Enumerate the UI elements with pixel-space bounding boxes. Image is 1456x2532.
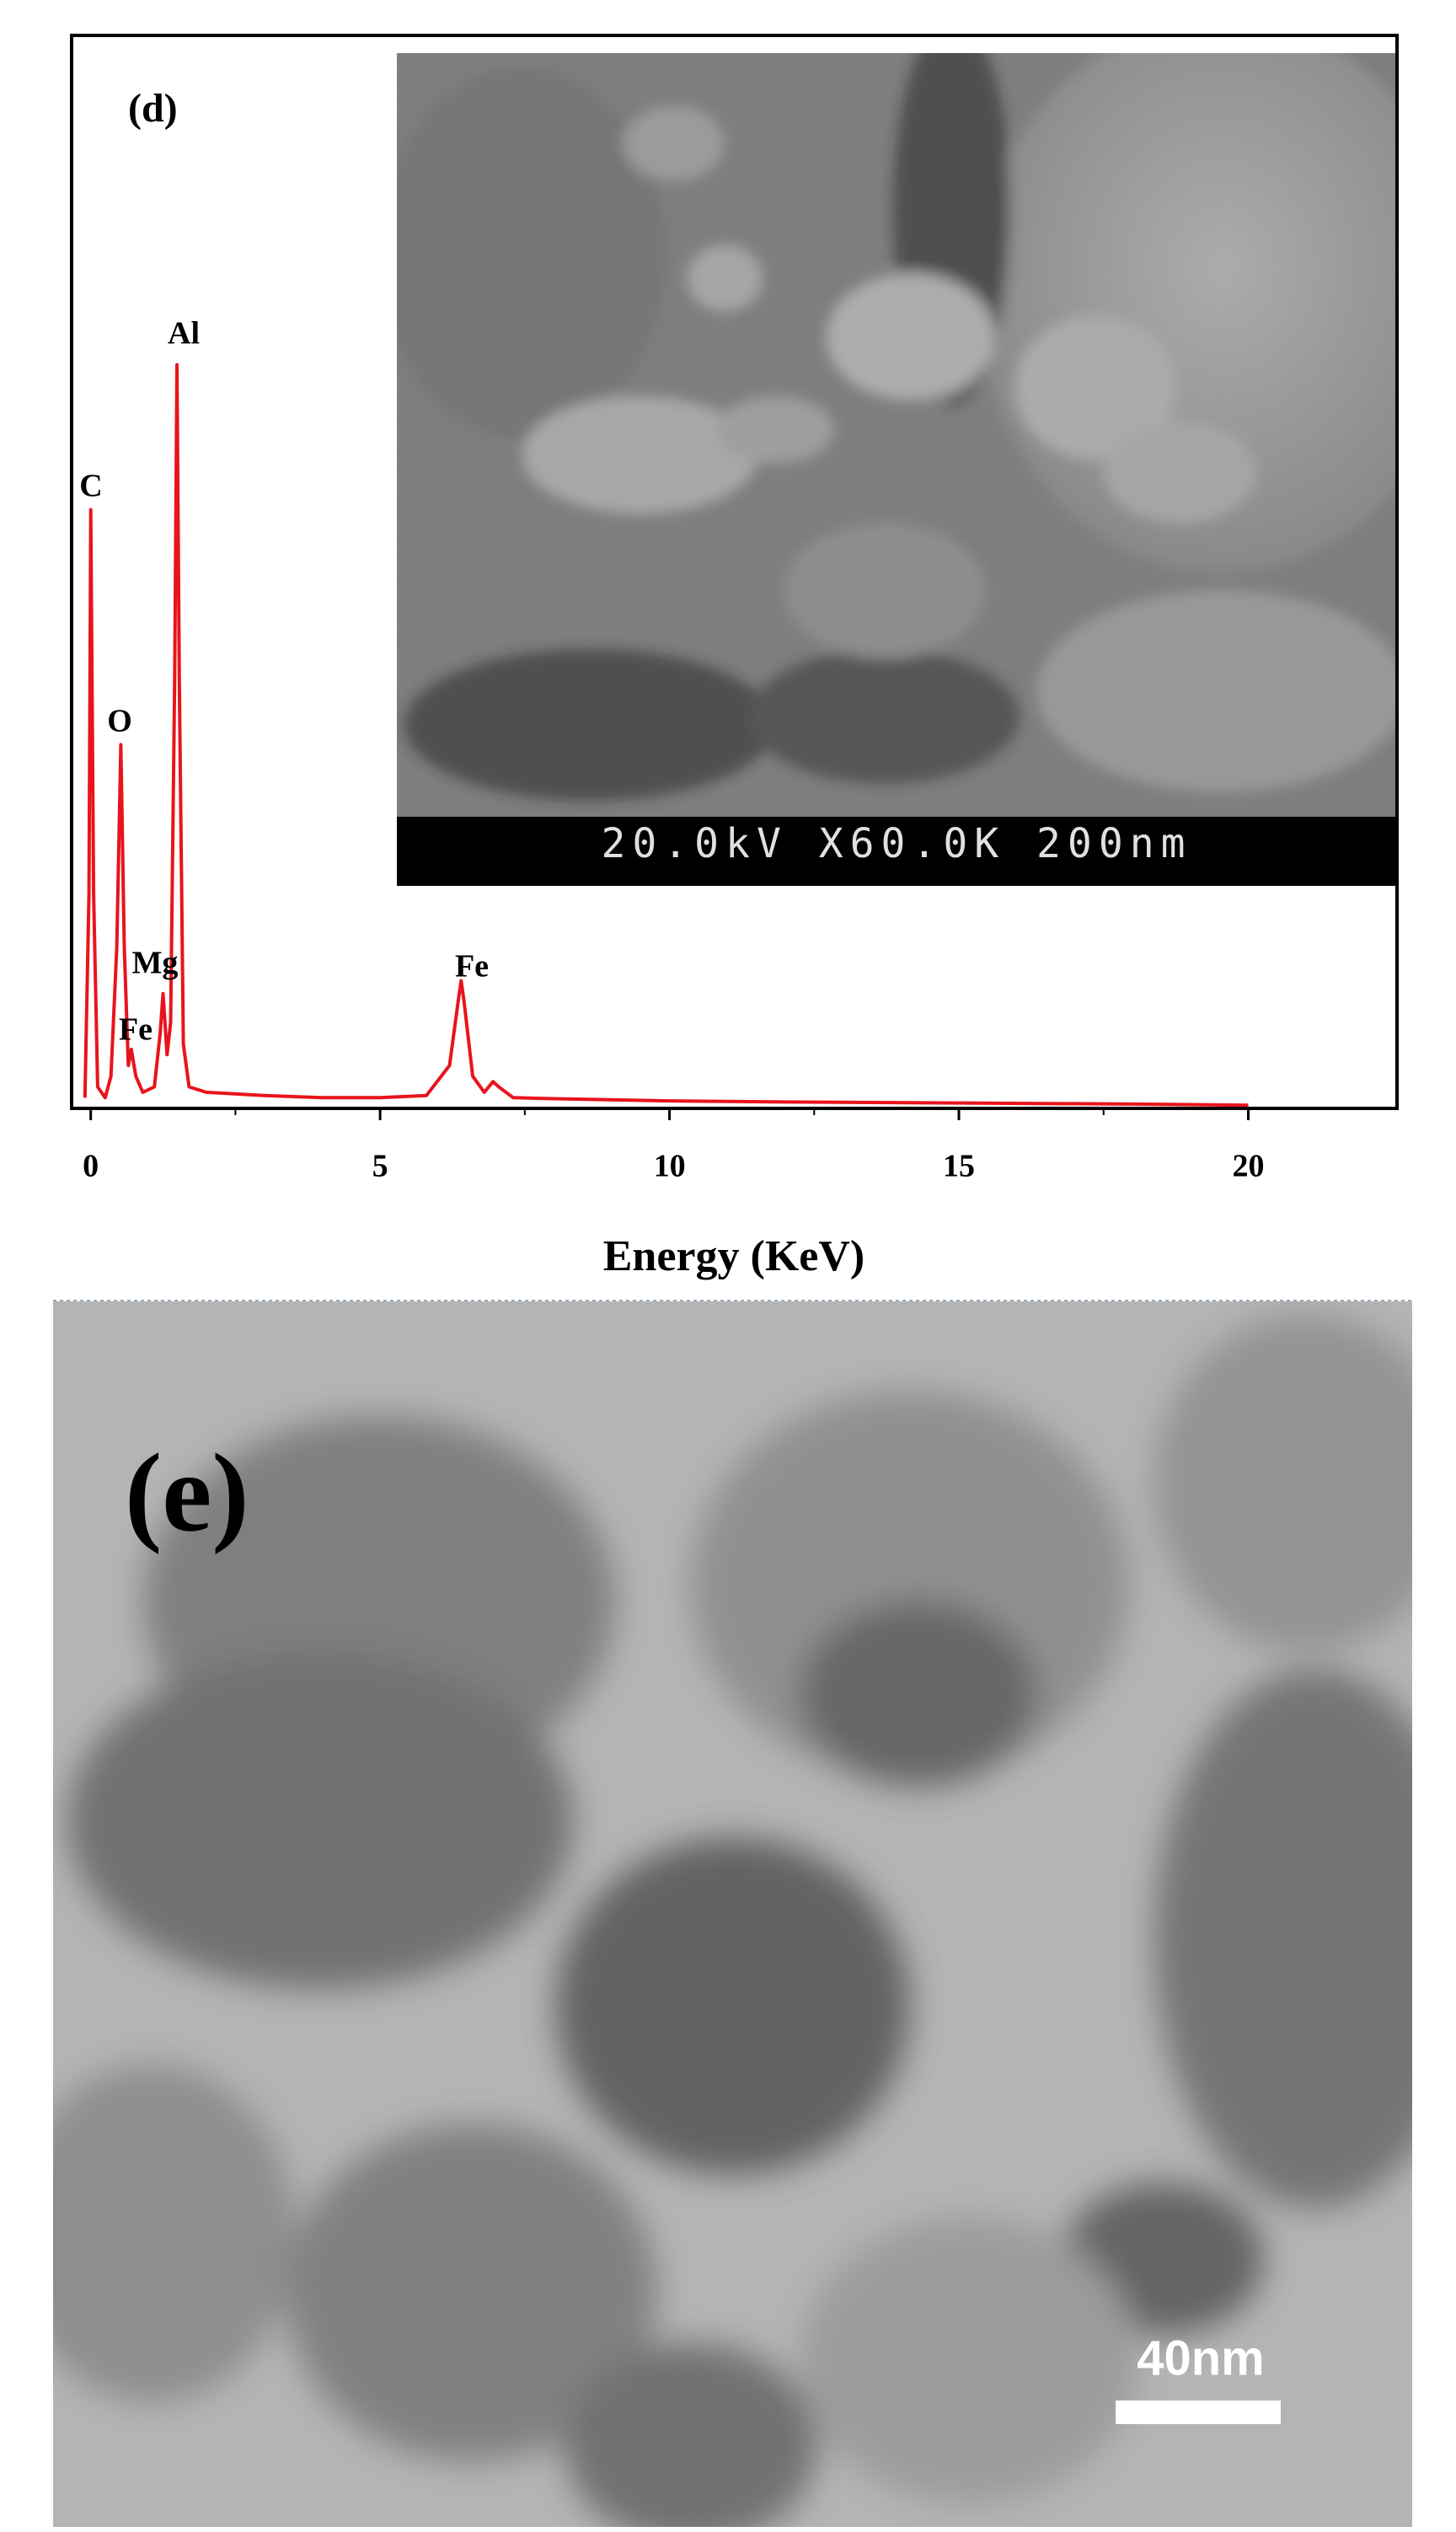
sem-inset: 20.0kV X60.0K 200nm [397,53,1396,886]
peak-label: Al [168,316,200,351]
sem-label: 20.0kV X60.0K 200nm [601,820,1191,867]
spectrum-plot: (d) Energy (KeV) 0 5 10 15 20 Al C O Mg Fe Fe [70,34,1399,1280]
x-tick-label: 20 [1232,1149,1264,1184]
peak-label: Fe [119,1012,153,1048]
peak-label: Mg [132,946,179,981]
scale-bar [1116,2401,1281,2424]
plot-frame [70,34,1399,1110]
x-tick-label: 10 [654,1149,686,1184]
spectrum-line [83,362,1249,1108]
peak-label: O [107,704,132,739]
x-tick-label: 5 [372,1149,388,1184]
scale-bar-label: 40nm [1137,2331,1265,2385]
x-tick-label: 15 [943,1149,975,1184]
x-axis-label: Energy (KeV) [603,1232,864,1280]
x-tick-label: 0 [83,1149,99,1184]
panel-label: (d) [128,86,178,131]
tem-image: (e) 40nm [53,1300,1412,2527]
peak-label: C [79,469,102,504]
tem-panel-label: (e) [125,1430,249,1555]
peak-label: Fe [455,949,489,984]
